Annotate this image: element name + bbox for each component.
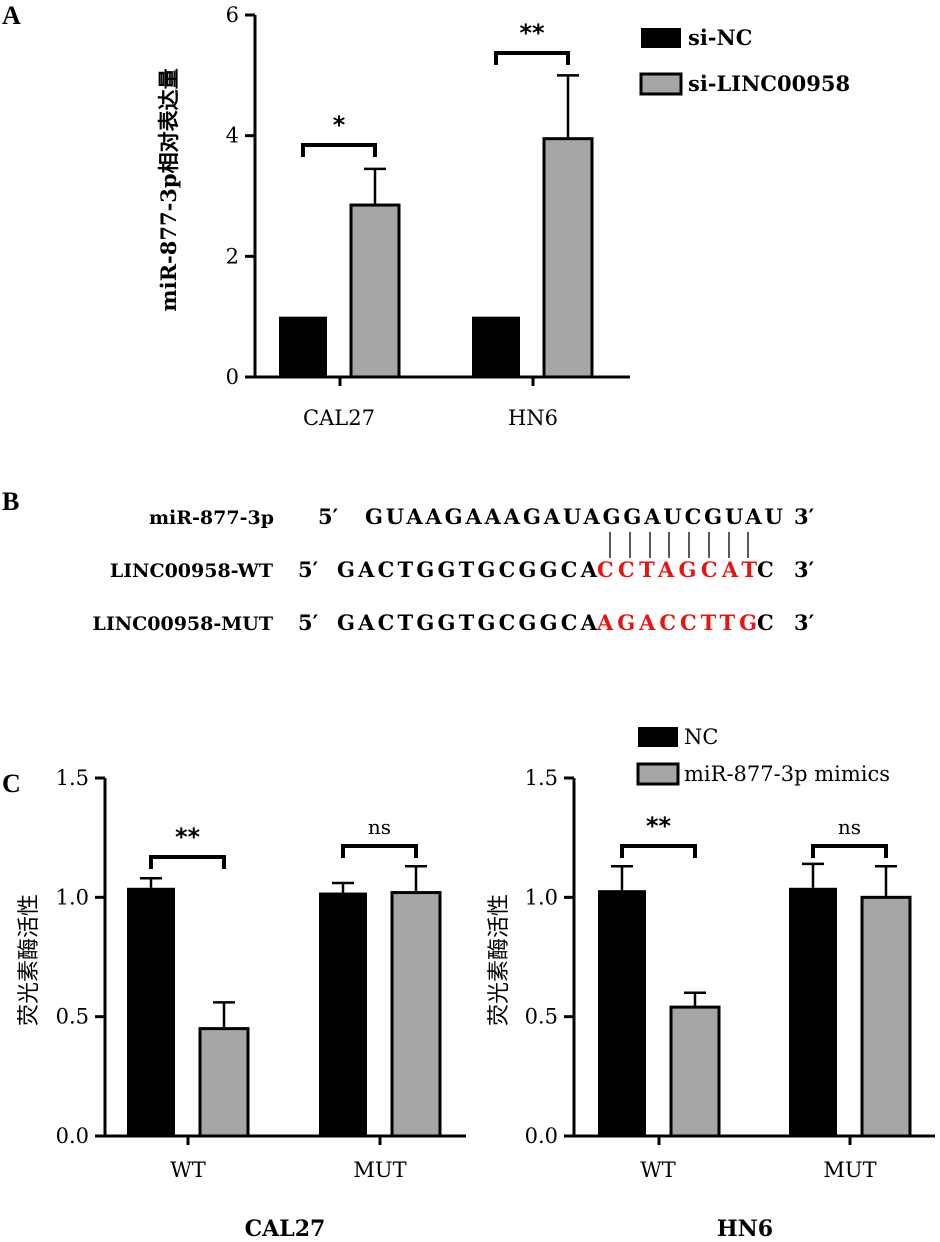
chart-c-legend: NC miR-877-3p mimics: [636, 725, 890, 786]
y-tick-label: 6: [226, 3, 239, 27]
seq-wt-plain: GACTGGTGCGGCA: [337, 557, 598, 582]
y-tick-label: 2: [226, 244, 239, 268]
legend-swatch-nc: [638, 727, 678, 747]
chart-c2-ylabel: 荧光素酶活性: [487, 894, 512, 1026]
bar-control: [279, 316, 327, 377]
significance-bracket: [341, 844, 418, 858]
chart-c2-cell-line: HN6: [717, 1216, 773, 1242]
legend-label-mimics: miR-877-3p mimics: [684, 762, 890, 786]
chart-c1-ylabel: 荧光素酶活性: [17, 894, 42, 1026]
significance-bracket: [301, 143, 377, 157]
seq-3prime-mir: 3′: [794, 504, 815, 529]
significance-label: **: [519, 19, 545, 47]
chart-c1-category-mut: MUT: [353, 1158, 406, 1182]
legend-swatch-si-linc00958: [639, 72, 683, 96]
seq-mir: GUAAGAAAGAUAGGAUCGUAU: [365, 504, 783, 529]
significance-bracket: [620, 844, 697, 858]
y-tick-label: 1.5: [525, 766, 558, 790]
chart-c2-category-mut: MUT: [823, 1158, 876, 1182]
y-tick-label: 0: [226, 365, 239, 389]
seq-3prime-wt: 3′: [794, 557, 815, 582]
bar-treatment: [542, 137, 594, 379]
seq-name-wt: LINC00958-WT: [110, 560, 273, 582]
panel-label-c: C: [2, 769, 21, 798]
chart-c-cal27: 荧光素酶活性 0.0 0.5 1.0 1.5 ** ns WT MUT CAL27: [17, 766, 466, 1242]
chart-a-legend: si-NC si-LINC00958: [639, 25, 850, 96]
chart-c2-marks: 0.0 0.5 1.0 1.5 ** ns: [525, 766, 935, 1148]
bar-treatment: [390, 891, 442, 1138]
significance-label: *: [333, 111, 346, 139]
seq-3prime-mut: 3′: [794, 610, 815, 635]
significance-bracket: [494, 51, 570, 65]
y-tick-label: 1.0: [525, 885, 558, 909]
chart-c1-marks: 0.0 0.5 1.0 1.5 ** ns: [56, 766, 466, 1148]
bar-control: [789, 887, 837, 1136]
seq-5prime-wt: 5′: [298, 557, 319, 582]
y-tick-label: 0.0: [56, 1124, 89, 1148]
legend-label-si-linc00958: si-LINC00958: [688, 71, 850, 96]
pairing-lines: [609, 532, 749, 558]
panel-label-a: A: [2, 1, 21, 30]
significance-label: **: [175, 823, 201, 851]
seq-wt-tail: C: [757, 557, 774, 582]
seq-wt-site: CCTAGCAT: [597, 557, 757, 582]
y-tick-label: 1.0: [56, 885, 89, 909]
bar-treatment: [860, 895, 912, 1138]
sequence-alignment: miR-877-3p 5′ GUAAGAAAGAUAGGAUCGUAU 3′ L…: [93, 504, 815, 635]
y-tick-label: 0.5: [525, 1005, 558, 1029]
chart-c1-cell-line: CAL27: [245, 1216, 326, 1242]
seq-5prime-mir: 5′: [318, 504, 339, 529]
seq-name-mir: miR-877-3p: [149, 507, 274, 529]
panel-label-b: B: [2, 487, 19, 516]
bar-treatment: [349, 203, 401, 379]
seq-5prime-mut: 5′: [298, 610, 319, 635]
y-tick-label: 0.0: [525, 1124, 558, 1148]
bar-control: [472, 316, 520, 377]
significance-label: ns: [368, 815, 391, 839]
seq-mut-tail: C: [757, 610, 774, 635]
chart-c1-category-wt: WT: [170, 1158, 206, 1182]
y-tick-label: 4: [226, 124, 239, 148]
chart-c-hn6: 荧光素酶活性 0.0 0.5 1.0 1.5 ** ns WT MUT HN6 NC mi…: [487, 725, 935, 1242]
legend-swatch-si-nc: [641, 28, 681, 48]
significance-bracket: [811, 844, 888, 858]
significance-label: **: [646, 812, 672, 840]
seq-mut-plain: GACTGGTGCGGCA: [337, 610, 598, 635]
seq-mut-site: AGACCTTG: [596, 610, 757, 635]
legend-label-si-nc: si-NC: [688, 25, 752, 50]
bar-treatment: [669, 1005, 721, 1138]
legend-swatch-mimics: [636, 762, 680, 786]
chart-a-category-cal27: CAL27: [303, 406, 375, 430]
chart-a-ylabel: miR-877-3p相对表达量: [156, 68, 181, 311]
significance-label: ns: [838, 815, 861, 839]
y-tick-label: 0.5: [56, 1005, 89, 1029]
bar-control: [127, 887, 175, 1136]
legend-label-nc: NC: [684, 725, 718, 749]
significance-bracket: [149, 855, 226, 869]
chart-c2-category-wt: WT: [640, 1158, 676, 1182]
y-tick-label: 1.5: [56, 766, 89, 790]
bar-control: [319, 892, 367, 1136]
bar-treatment: [198, 1027, 250, 1138]
bar-control: [598, 890, 646, 1136]
chart-a-category-hn6: HN6: [508, 406, 558, 430]
seq-name-mut: LINC00958-MUT: [93, 613, 273, 635]
